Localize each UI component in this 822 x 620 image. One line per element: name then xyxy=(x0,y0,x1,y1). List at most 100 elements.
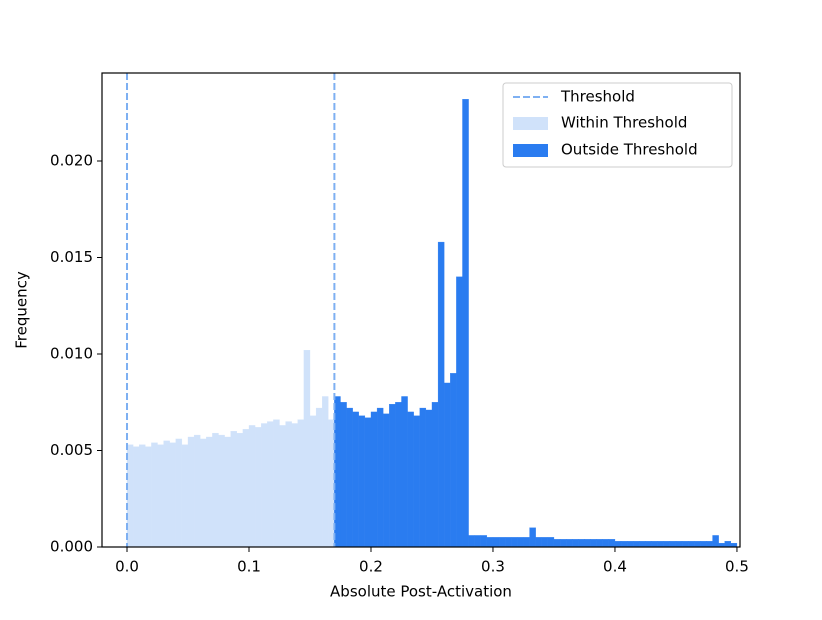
histogram-bar xyxy=(352,411,359,548)
y-tick-label: 0.015 xyxy=(50,248,93,266)
legend-label: Outside Threshold xyxy=(561,141,698,159)
histogram-bar xyxy=(694,541,701,548)
histogram-bar xyxy=(590,539,597,548)
histogram-bar xyxy=(413,415,420,548)
histogram-bar xyxy=(340,402,347,548)
histogram-bar xyxy=(700,541,707,548)
y-tick-label: 0.005 xyxy=(50,441,93,459)
histogram-bar xyxy=(151,442,158,548)
y-tick-label: 0.010 xyxy=(50,345,93,363)
histogram-bar xyxy=(169,442,176,548)
histogram-bar xyxy=(218,434,225,548)
histogram-bar xyxy=(431,402,439,548)
histogram-bar xyxy=(566,539,573,548)
histogram-bar xyxy=(559,539,567,548)
histogram-bar xyxy=(541,537,549,548)
histogram-bar xyxy=(492,537,500,548)
histogram-bar xyxy=(261,423,268,548)
histogram-bar xyxy=(206,436,213,548)
histogram-bar xyxy=(669,541,677,548)
histogram-bar xyxy=(303,349,311,548)
histogram-bar xyxy=(187,436,195,548)
histogram-bar xyxy=(395,402,402,548)
histogram-bar xyxy=(212,432,219,548)
histogram-bar xyxy=(157,444,164,548)
histogram-bar xyxy=(608,539,616,548)
histogram-bar xyxy=(639,541,646,548)
histogram-bar xyxy=(383,413,390,548)
histogram-bar xyxy=(364,417,372,548)
x-axis-label: Absolute Post-Activation xyxy=(330,583,512,601)
histogram-bar xyxy=(425,409,433,548)
histogram-bar xyxy=(370,411,378,548)
histogram-bar xyxy=(584,539,591,548)
x-tick-label: 0.2 xyxy=(359,558,383,576)
histogram-bar xyxy=(724,541,732,548)
histogram-bar xyxy=(480,535,488,548)
histogram-bar xyxy=(248,425,256,548)
histogram-bar xyxy=(468,535,475,548)
histogram-bar xyxy=(145,446,152,548)
y-axis-label: Frequency xyxy=(13,271,31,349)
histogram-bar xyxy=(712,535,719,548)
histogram-bar xyxy=(407,411,414,548)
legend-marker xyxy=(513,117,548,130)
histogram-bar xyxy=(279,425,286,548)
histogram-bar xyxy=(389,404,396,548)
histogram-bar xyxy=(633,541,640,548)
histogram-bar xyxy=(419,407,427,548)
histogram-bar xyxy=(486,537,494,548)
histogram-bar xyxy=(315,407,323,548)
histogram-bar xyxy=(224,436,231,548)
histogram-bar xyxy=(358,415,366,548)
histogram-bar xyxy=(163,440,170,548)
histogram-bar xyxy=(242,429,250,548)
histogram-bar xyxy=(620,541,628,548)
histogram-bar xyxy=(663,541,671,548)
legend-box xyxy=(502,82,733,168)
histogram-bar xyxy=(462,99,469,548)
histogram-bar xyxy=(291,423,298,548)
x-tick-label: 0.1 xyxy=(237,558,261,576)
histogram-bar xyxy=(346,407,353,548)
histogram-bar xyxy=(437,241,445,548)
histogram-bar xyxy=(273,419,280,548)
plot-frame xyxy=(101,72,741,548)
x-tick-label: 0.0 xyxy=(115,558,139,576)
y-tick-label: 0.020 xyxy=(50,152,93,170)
legend-marker xyxy=(513,144,548,157)
histogram-bar xyxy=(376,407,384,548)
legend-label: Threshold xyxy=(560,88,635,106)
histogram-bar xyxy=(535,537,542,548)
histogram-bar xyxy=(297,419,305,548)
histogram-bar xyxy=(505,537,512,548)
histogram-bar xyxy=(578,539,585,548)
histogram-bar xyxy=(285,421,292,548)
histogram-bar xyxy=(596,539,603,548)
histogram-bar xyxy=(517,537,524,548)
histogram-bar xyxy=(139,444,146,548)
histogram-bar xyxy=(401,396,408,548)
histogram-bar xyxy=(553,539,561,548)
histogram-bar xyxy=(572,539,579,548)
histogram-bar xyxy=(181,444,189,548)
histogram-bar xyxy=(309,415,317,548)
histogram-bar xyxy=(651,541,658,548)
histogram-bar xyxy=(602,539,610,548)
histogram-bar xyxy=(267,421,274,548)
legend-label: Within Threshold xyxy=(561,114,687,132)
histogram-bar xyxy=(547,537,555,548)
histogram-bar xyxy=(236,432,244,548)
x-tick-label: 0.3 xyxy=(481,558,505,576)
histogram-bar xyxy=(450,373,457,548)
histogram-bar xyxy=(614,541,622,548)
histogram-bar xyxy=(474,535,481,548)
histogram-bar xyxy=(193,434,201,548)
histogram-bar xyxy=(254,427,262,548)
y-tick-label: 0.000 xyxy=(50,538,93,556)
histogram-bar xyxy=(175,438,183,548)
x-tick-label: 0.4 xyxy=(603,558,627,576)
x-tick-label: 0.5 xyxy=(725,558,749,576)
histogram-bar xyxy=(444,382,451,548)
histogram-bar xyxy=(657,541,664,548)
